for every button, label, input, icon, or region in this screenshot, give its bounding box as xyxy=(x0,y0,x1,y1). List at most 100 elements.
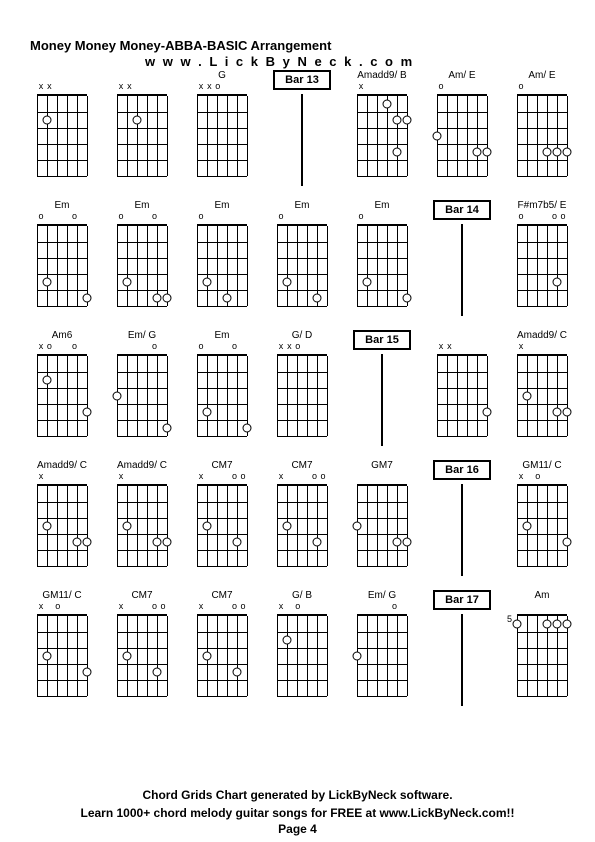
chord-diagram: 5 xyxy=(517,606,567,696)
chord-diagram: x xyxy=(357,86,407,176)
bar-label: Bar 14 xyxy=(433,200,491,220)
bar-line xyxy=(381,354,383,446)
nut-markers: xxo xyxy=(277,342,327,351)
fretboard xyxy=(517,484,567,566)
fretboard xyxy=(37,484,87,566)
nut-markers: o xyxy=(277,212,327,221)
fretboard xyxy=(117,94,167,176)
nut-markers: x xyxy=(37,472,87,481)
finger-dot xyxy=(483,408,492,417)
bar-marker: Bar 14 xyxy=(422,200,502,316)
fretboard xyxy=(117,484,167,566)
nut-markers: xx xyxy=(117,82,167,91)
finger-dot xyxy=(353,522,362,531)
chord-cell: Am6xoo xyxy=(22,330,102,436)
chord-cell: Emo xyxy=(182,200,262,306)
finger-dot xyxy=(163,294,172,303)
finger-dot xyxy=(563,408,572,417)
bar-label: Bar 13 xyxy=(273,70,331,90)
fretboard xyxy=(437,94,487,176)
bar-label: Bar 17 xyxy=(433,590,491,610)
chord-cell: Em/ Go xyxy=(342,590,422,696)
fret-label: 5 xyxy=(507,614,512,624)
finger-dot xyxy=(233,668,242,677)
chord-diagram: xx xyxy=(117,86,167,176)
nut-markers: xoo xyxy=(277,472,327,481)
chord-cell: Amadd9/ Cx xyxy=(22,460,102,566)
fretboard xyxy=(197,224,247,306)
finger-dot xyxy=(203,522,212,531)
nut-markers: o xyxy=(357,602,407,611)
finger-dot xyxy=(43,376,52,385)
finger-dot xyxy=(523,522,532,531)
chord-cell: F#m7b5/ Eooo xyxy=(502,200,582,306)
finger-dot xyxy=(43,652,52,661)
finger-dot xyxy=(473,148,482,157)
finger-dot xyxy=(113,392,122,401)
chord-diagram: o xyxy=(357,606,407,696)
chord-row: Amadd9/ CxAmadd9/ CxCM7xooCM7xooGM7Bar 1… xyxy=(22,460,582,590)
bar-line xyxy=(301,94,303,186)
nut-markers: x xyxy=(117,472,167,481)
nut-markers: x xyxy=(357,82,407,91)
finger-dot xyxy=(163,538,172,547)
finger-dot xyxy=(43,116,52,125)
finger-dot xyxy=(393,116,402,125)
fretboard xyxy=(197,94,247,176)
chord-name: GM7 xyxy=(371,460,393,474)
chord-cell: GM7 xyxy=(342,460,422,566)
finger-dot xyxy=(393,538,402,547)
chord-cell: Em/ Go xyxy=(102,330,182,436)
finger-dot xyxy=(43,278,52,287)
chord-cell: xx xyxy=(102,70,182,176)
finger-dot xyxy=(153,294,162,303)
chord-cell: Emoo xyxy=(182,330,262,436)
nut-markers: o xyxy=(517,82,567,91)
nut-markers: oo xyxy=(197,342,247,351)
finger-dot xyxy=(73,538,82,547)
finger-dot xyxy=(233,538,242,547)
fretboard xyxy=(37,614,87,696)
finger-dot xyxy=(43,522,52,531)
finger-dot xyxy=(243,424,252,433)
finger-dot xyxy=(393,148,402,157)
bar-marker: Bar 15 xyxy=(342,330,422,446)
nut-markers: o xyxy=(117,342,167,351)
finger-dot xyxy=(163,424,172,433)
fretboard xyxy=(197,614,247,696)
chord-diagram: xo xyxy=(277,606,327,696)
chord-diagram: xoo xyxy=(197,606,247,696)
chord-cell: Amadd9/ Bx xyxy=(342,70,422,176)
fretboard xyxy=(277,224,327,306)
finger-dot xyxy=(203,408,212,417)
nut-markers: xo xyxy=(517,472,567,481)
chord-cell: Emoo xyxy=(22,200,102,306)
nut-markers: x xyxy=(517,342,567,351)
finger-dot xyxy=(283,636,292,645)
page-subtitle: w w w . L i c k B y N e c k . c o m xyxy=(145,54,414,69)
chord-diagram: oo xyxy=(197,346,247,436)
chord-diagram: x xyxy=(37,476,87,566)
finger-dot xyxy=(403,538,412,547)
finger-dot xyxy=(553,278,562,287)
chord-diagram: o xyxy=(517,86,567,176)
finger-dot xyxy=(123,278,132,287)
fretboard xyxy=(197,354,247,436)
fretboard xyxy=(37,224,87,306)
finger-dot xyxy=(83,294,92,303)
chord-diagram: x xyxy=(117,476,167,566)
chord-diagram xyxy=(357,476,407,566)
page-title: Money Money Money-ABBA-BASIC Arrangement xyxy=(30,38,331,53)
fretboard xyxy=(357,224,407,306)
finger-dot xyxy=(363,278,372,287)
nut-markers: xoo xyxy=(197,472,247,481)
chord-diagram: xoo xyxy=(37,346,87,436)
finger-dot xyxy=(83,408,92,417)
chord-cell: Gxxo xyxy=(182,70,262,176)
finger-dot xyxy=(403,294,412,303)
chord-cell: xx xyxy=(422,330,502,436)
footer-line-2: Learn 1000+ chord melody guitar songs fo… xyxy=(0,806,595,820)
finger-dot xyxy=(203,652,212,661)
bar-marker: Bar 17 xyxy=(422,590,502,706)
chord-row: EmooEmooEmoEmoEmoBar 14F#m7b5/ Eooo xyxy=(22,200,582,330)
